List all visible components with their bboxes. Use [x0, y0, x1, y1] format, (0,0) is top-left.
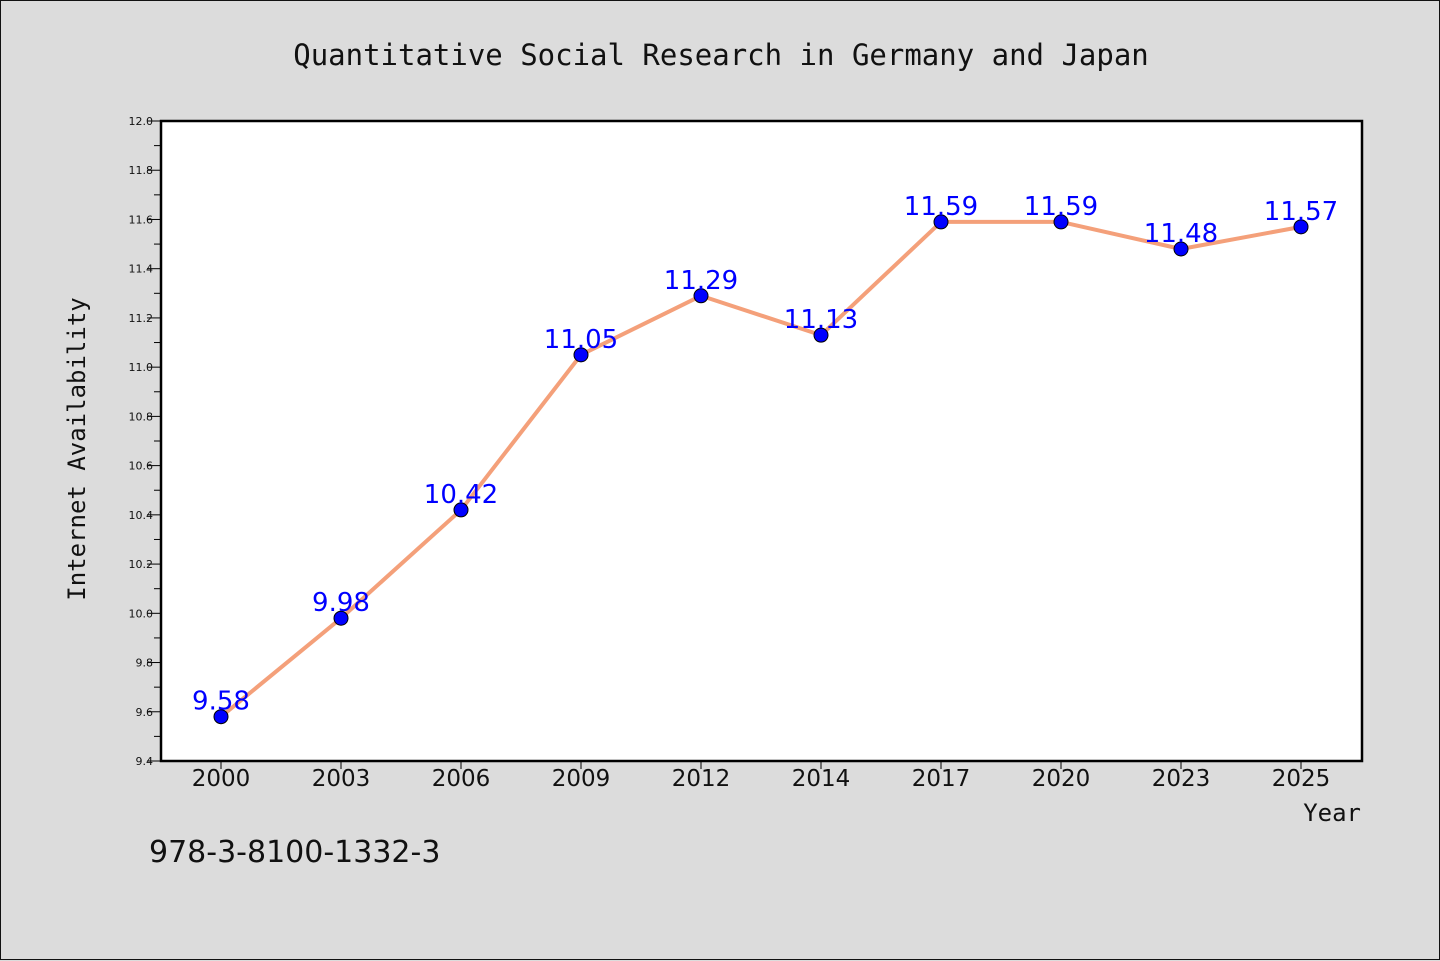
data-point	[1293, 219, 1309, 235]
y-tick-label: 11.8	[129, 164, 154, 177]
x-axis-title: Year	[1303, 799, 1361, 827]
data-label: 11.05	[544, 325, 618, 355]
data-label: 11.59	[904, 192, 978, 222]
x-tick-label: 2020	[1032, 766, 1091, 792]
y-tick-label: 10.8	[129, 410, 154, 423]
data-point	[333, 610, 349, 626]
data-point	[813, 327, 829, 343]
series-line	[219, 219, 1303, 719]
y-axis-title: Internet Availability	[63, 297, 91, 600]
data-label: 11.13	[784, 305, 858, 335]
data-point	[1173, 241, 1189, 257]
y-tick-label: 12.0	[129, 115, 154, 128]
data-label: 10.42	[424, 480, 498, 510]
data-point	[453, 502, 469, 518]
y-tick-label: 9.6	[136, 706, 154, 719]
data-point	[933, 214, 949, 230]
chart-title: Quantitative Social Research in Germany …	[293, 38, 1149, 72]
x-tick-label: 2009	[552, 766, 611, 792]
x-tick-label: 2003	[312, 766, 371, 792]
y-tick-label: 11.2	[129, 312, 154, 325]
y-tick-label: 10.0	[129, 607, 154, 620]
data-point	[573, 347, 589, 363]
data-point	[1053, 214, 1069, 230]
y-tick-label: 11.6	[129, 213, 154, 226]
data-label: 11.48	[1144, 219, 1218, 249]
y-axis: 9.4 9.6 9.8 10.0 10.2 10.4 10.6 10.8 11.0 11.2 11.…	[129, 115, 161, 768]
x-tick-label: 2012	[672, 766, 731, 792]
x-tick-label: 2014	[792, 766, 851, 792]
data-label: 9.58	[192, 687, 250, 717]
data-point	[213, 709, 229, 725]
x-tick-label: 2025	[1272, 766, 1331, 792]
x-tick-label: 2023	[1152, 766, 1211, 792]
data-label: 11.29	[664, 266, 738, 296]
y-tick-label: 11.4	[129, 263, 154, 276]
data-point	[693, 288, 709, 304]
y-tick-label: 10.4	[129, 509, 154, 522]
plot-area	[159, 119, 1364, 763]
data-label: 11.57	[1264, 197, 1338, 227]
y-tick-label: 9.4	[136, 755, 154, 768]
y-tick-label: 10.2	[129, 558, 154, 571]
x-tick-label: 2017	[912, 766, 971, 792]
y-tick-label: 11.0	[129, 361, 154, 374]
series-group: 9.58 9.98 10.42 11.05 11.29 11.13 11.59 11.59 11…	[192, 192, 1338, 725]
x-tick-label: 2000	[192, 766, 251, 792]
x-axis: 2000 2003 2006 2009 2012 2014 2017 2020 2023 2025	[192, 761, 1331, 792]
y-tick-label: 9.8	[136, 657, 154, 670]
data-label: 11.59	[1024, 192, 1098, 222]
y-tick-label: 10.6	[129, 460, 154, 473]
x-tick-label: 2006	[432, 766, 491, 792]
footer-code: 978-3-8100-1332-3	[149, 835, 441, 870]
data-label: 9.98	[312, 588, 370, 618]
